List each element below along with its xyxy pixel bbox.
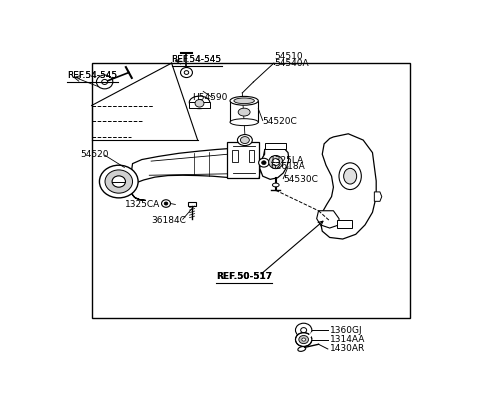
Ellipse shape bbox=[344, 169, 357, 184]
Text: 1314AA: 1314AA bbox=[330, 335, 365, 344]
Text: 36184C: 36184C bbox=[151, 216, 186, 225]
Text: 1360GJ: 1360GJ bbox=[330, 326, 362, 335]
Circle shape bbox=[105, 170, 132, 193]
Circle shape bbox=[112, 176, 125, 187]
Bar bbox=[232, 150, 238, 162]
Circle shape bbox=[299, 335, 309, 344]
Ellipse shape bbox=[238, 108, 250, 116]
Circle shape bbox=[96, 75, 113, 89]
Text: 1325LA: 1325LA bbox=[270, 156, 304, 165]
Ellipse shape bbox=[238, 135, 252, 146]
Text: REF.54-545: REF.54-545 bbox=[67, 71, 118, 80]
Circle shape bbox=[195, 100, 204, 107]
Bar bbox=[230, 101, 258, 122]
Bar bbox=[188, 202, 196, 206]
Text: 1325CA: 1325CA bbox=[125, 200, 160, 209]
Ellipse shape bbox=[189, 96, 210, 109]
Text: 54520C: 54520C bbox=[263, 117, 298, 126]
Polygon shape bbox=[132, 149, 261, 200]
Circle shape bbox=[259, 158, 269, 167]
Text: 1430AR: 1430AR bbox=[330, 344, 365, 353]
Text: 54540A: 54540A bbox=[274, 59, 309, 68]
Circle shape bbox=[300, 328, 307, 333]
Circle shape bbox=[302, 338, 305, 341]
Polygon shape bbox=[374, 192, 382, 201]
Circle shape bbox=[262, 161, 266, 164]
Circle shape bbox=[99, 165, 138, 198]
Ellipse shape bbox=[230, 96, 258, 105]
Circle shape bbox=[180, 67, 192, 78]
Bar bbox=[337, 220, 352, 228]
Bar bbox=[189, 102, 210, 108]
Ellipse shape bbox=[240, 137, 249, 144]
Ellipse shape bbox=[339, 163, 361, 190]
Text: 54530C: 54530C bbox=[283, 175, 318, 184]
Circle shape bbox=[296, 333, 312, 346]
Bar bbox=[264, 142, 286, 149]
Ellipse shape bbox=[272, 159, 279, 166]
Text: REF.54-545: REF.54-545 bbox=[67, 71, 118, 80]
Circle shape bbox=[162, 200, 170, 207]
Text: REF.50-517: REF.50-517 bbox=[216, 272, 272, 281]
Ellipse shape bbox=[273, 183, 279, 187]
Text: REF.50-517: REF.50-517 bbox=[216, 272, 272, 281]
Circle shape bbox=[184, 71, 189, 74]
Text: 62618A: 62618A bbox=[270, 162, 305, 171]
Circle shape bbox=[164, 202, 168, 205]
Text: H54590: H54590 bbox=[192, 93, 228, 102]
Polygon shape bbox=[321, 134, 376, 239]
Ellipse shape bbox=[234, 98, 254, 104]
Text: REF.54-545: REF.54-545 bbox=[172, 55, 222, 64]
Ellipse shape bbox=[269, 155, 283, 169]
Bar bbox=[228, 142, 259, 178]
Ellipse shape bbox=[230, 119, 258, 126]
Text: 54520: 54520 bbox=[81, 150, 109, 159]
Polygon shape bbox=[317, 211, 339, 228]
Ellipse shape bbox=[298, 347, 306, 351]
Polygon shape bbox=[260, 146, 289, 180]
Bar bbox=[249, 150, 254, 162]
Text: REF.54-545: REF.54-545 bbox=[172, 55, 222, 64]
Circle shape bbox=[296, 323, 312, 337]
Circle shape bbox=[102, 80, 108, 84]
Text: 54510: 54510 bbox=[274, 52, 302, 61]
Bar bbox=[92, 63, 410, 317]
